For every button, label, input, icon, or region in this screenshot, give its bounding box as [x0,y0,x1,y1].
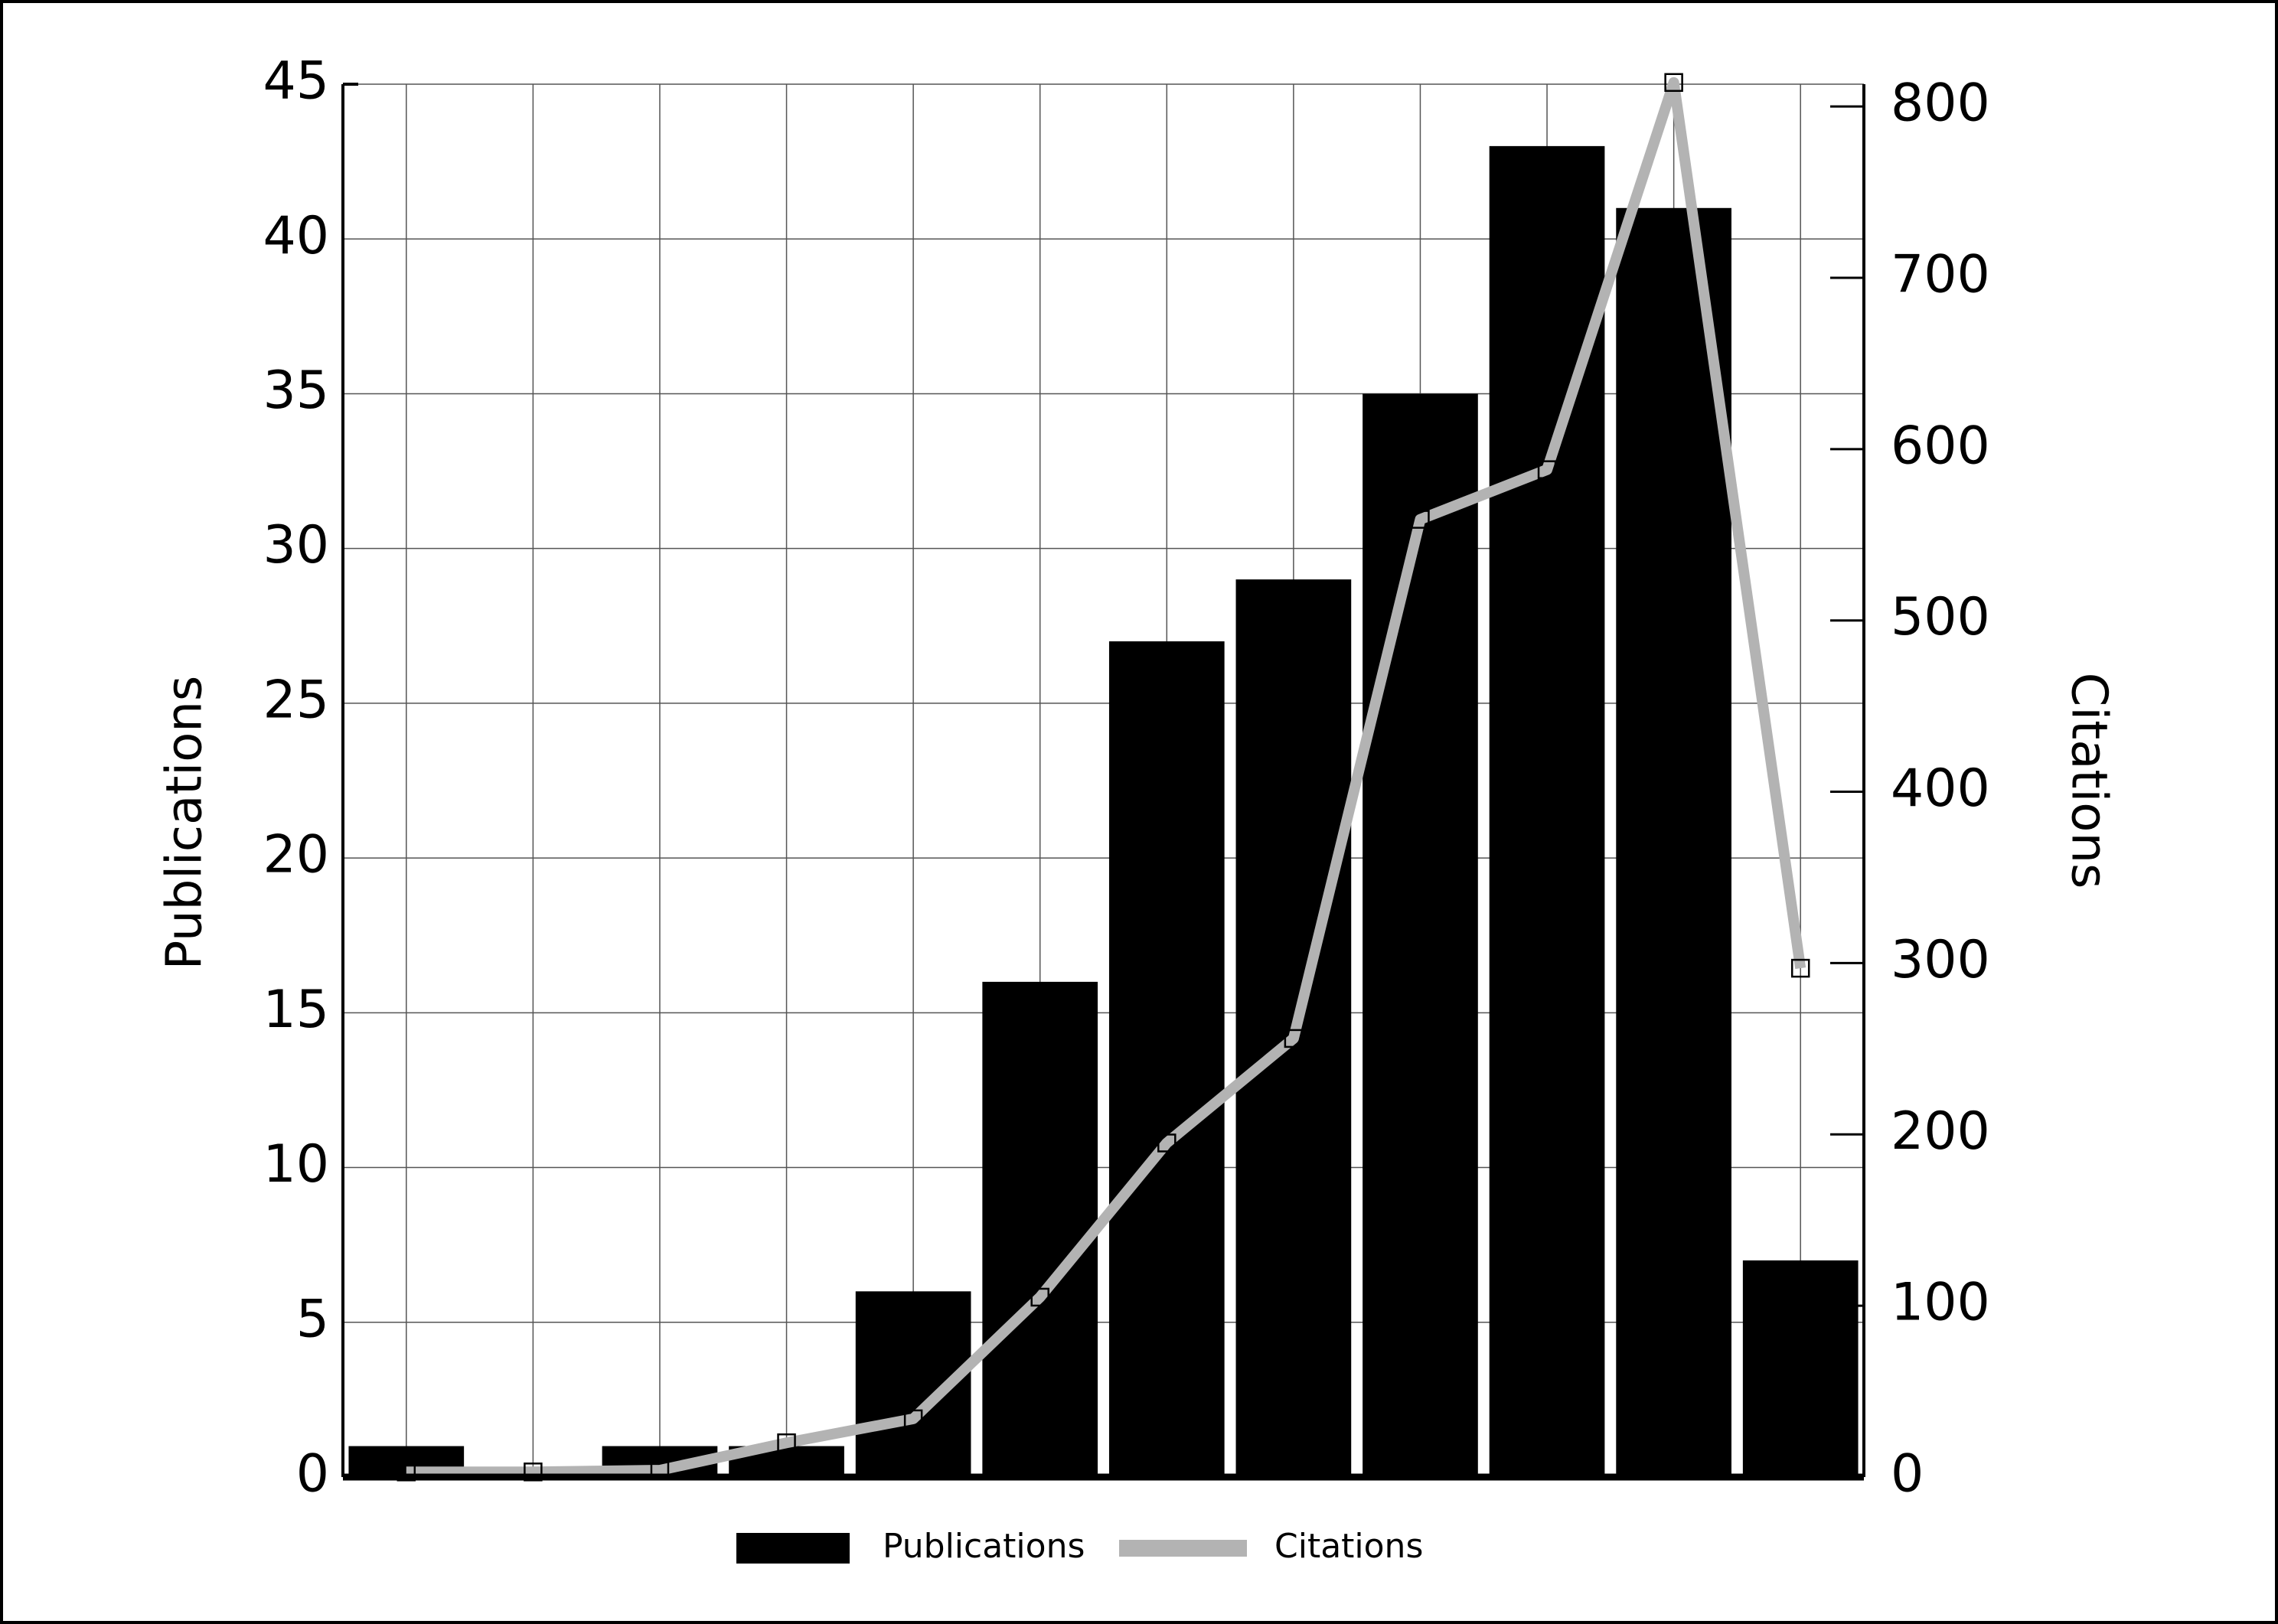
legend-label: Citations [1274,1527,1423,1566]
y-axis-title: Publications [157,676,214,970]
y-tick-label: 15 [263,980,329,1040]
marker [1790,958,1810,978]
bar [1616,207,1731,1477]
marker [1664,73,1683,93]
line [406,77,1806,1478]
marker [903,1409,923,1429]
marker [1157,1133,1177,1153]
bar [1742,1260,1859,1477]
y2-tick-label: 700 [1891,245,1990,305]
marker [777,1433,796,1453]
y2-tick-label: 400 [1891,758,1990,819]
marker [1284,1029,1304,1048]
y2-axis-title: Citations [2060,673,2116,889]
bar [982,981,1098,1477]
y2-tick-label: 800 [1891,73,1990,134]
marker [1030,1287,1049,1307]
y-tick-label: 40 [263,206,329,266]
bar [1108,641,1225,1477]
y-tick-label: 30 [263,515,329,576]
y-tick-label: 0 [296,1444,329,1505]
y-tick-label: 35 [263,360,329,421]
legend-swatch [736,1533,850,1564]
y-tick-label: 5 [296,1289,329,1349]
y-tick-label: 10 [263,1134,329,1195]
y2-tick-label: 300 [1891,930,1990,990]
y-tick-label: 25 [263,670,329,730]
y-tick-label: 45 [263,51,329,112]
y2-tick-label: 100 [1891,1273,1990,1333]
marker [1411,510,1430,529]
y2-tick-label: 200 [1891,1101,1990,1162]
y2-tick-label: 0 [1891,1444,1924,1505]
y2-tick-label: 500 [1891,587,1990,647]
bar [1363,393,1478,1477]
legend-label: Publications [883,1527,1085,1566]
y-tick-label: 20 [263,825,329,885]
y2-tick-label: 600 [1891,416,1990,476]
marker [1537,460,1557,479]
